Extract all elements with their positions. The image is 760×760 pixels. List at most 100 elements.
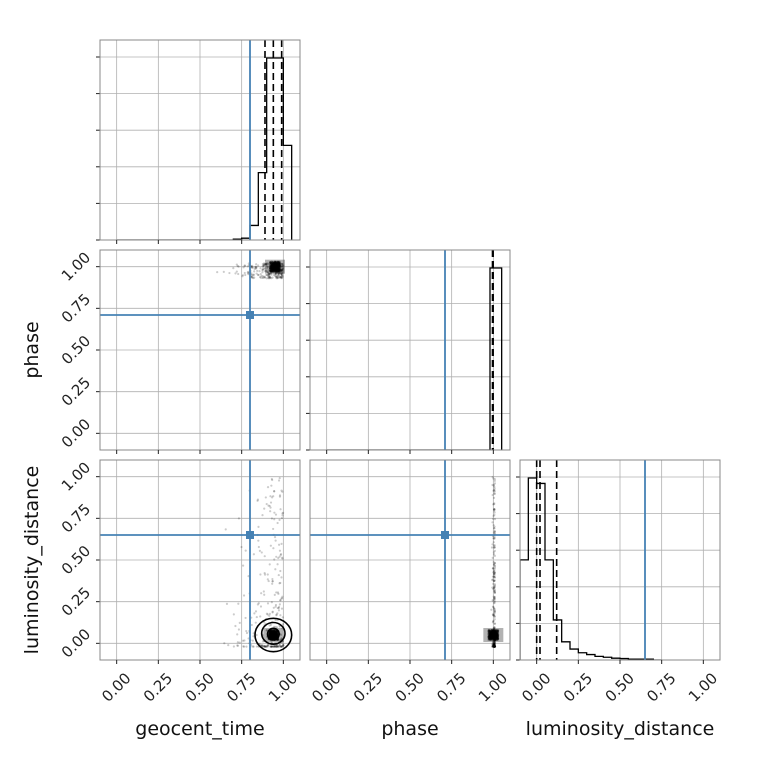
sample-point: [493, 644, 496, 647]
sample-point: [493, 554, 496, 558]
sample-point: [259, 276, 262, 279]
sample-point: [492, 645, 495, 648]
sample-point: [493, 518, 497, 521]
sample-point: [278, 260, 281, 264]
sample-point: [258, 275, 262, 279]
sample-point: [273, 645, 276, 648]
sample-point: [278, 275, 281, 278]
sample-point: [492, 572, 495, 576]
sample-point: [493, 644, 496, 647]
sample-point: [280, 263, 283, 266]
sample-point: [281, 274, 284, 278]
sample-point: [236, 641, 239, 644]
sample-point: [281, 267, 284, 270]
sample-point: [269, 501, 273, 504]
sample-point: [492, 483, 496, 486]
sample-point: [255, 633, 258, 637]
sample-point: [268, 266, 271, 270]
sample-point: [268, 262, 271, 265]
sample-point: [280, 607, 284, 610]
sample-point: [493, 571, 497, 574]
sample-point: [260, 274, 263, 278]
sample-point: [274, 645, 278, 648]
sample-point: [277, 276, 280, 279]
sample-point: [277, 605, 281, 608]
sample-point: [496, 637, 499, 640]
sample-point: [492, 645, 495, 648]
sample-point: [228, 271, 231, 275]
sample-point: [267, 277, 270, 280]
sample-point: [261, 644, 264, 647]
sample-point: [493, 645, 496, 648]
sample-point: [270, 277, 273, 280]
sample-point: [278, 270, 281, 273]
sample-point: [281, 595, 284, 598]
sample-point: [492, 514, 495, 518]
sample-point: [493, 627, 496, 630]
sample-point: [278, 582, 281, 585]
sample-point: [275, 270, 278, 273]
sample-point: [280, 273, 283, 276]
sample-point: [263, 645, 266, 648]
sample-point: [282, 644, 285, 647]
sample-point: [492, 524, 495, 527]
density-peak: [268, 630, 278, 640]
sample-point: [277, 261, 280, 264]
sample-point: [492, 582, 495, 586]
sample-point: [492, 645, 496, 648]
sample-point: [281, 490, 284, 493]
sample-point: [493, 574, 496, 577]
sample-point: [278, 269, 281, 272]
sample-point: [493, 645, 496, 648]
sample-point: [270, 601, 273, 604]
sample-point: [493, 590, 496, 594]
sample-point: [243, 639, 246, 642]
sample-point: [493, 645, 497, 648]
sample-point: [493, 642, 496, 645]
sample-point: [493, 579, 496, 582]
sample-point: [277, 273, 280, 276]
sample-point: [268, 272, 271, 275]
sample-point: [277, 274, 280, 277]
sample-point: [492, 575, 495, 578]
sample-point: [493, 645, 496, 648]
sample-point: [255, 645, 258, 648]
sample-point: [496, 631, 500, 634]
sample-point: [270, 269, 273, 272]
sample-point: [277, 479, 281, 482]
sample-point: [276, 270, 279, 273]
sample-point: [492, 643, 496, 646]
sample-point: [493, 568, 496, 571]
sample-point: [493, 645, 496, 648]
sample-point: [493, 562, 497, 565]
sample-point: [235, 263, 238, 266]
sample-point: [263, 573, 267, 576]
sample-point: [262, 645, 265, 648]
sample-point: [278, 261, 281, 264]
sample-point: [493, 639, 496, 642]
sample-point: [493, 645, 496, 648]
sample-point: [493, 644, 496, 648]
sample-point: [492, 645, 495, 648]
sample-point: [493, 596, 496, 600]
sample-point: [282, 644, 285, 647]
sample-point: [280, 276, 283, 279]
sample-point: [278, 494, 282, 497]
sample-point: [278, 645, 281, 648]
sample-point: [493, 626, 496, 629]
sample-point: [492, 541, 495, 544]
sample-point: [493, 565, 497, 568]
sample-point: [497, 637, 500, 640]
sample-point: [237, 628, 241, 631]
sample-point: [276, 260, 280, 263]
sample-point: [280, 645, 284, 648]
sample-point: [274, 513, 278, 516]
sample-point: [267, 273, 271, 276]
sample-point: [270, 477, 273, 481]
sample-point: [263, 276, 267, 279]
sample-point: [491, 645, 494, 648]
ylabel-phase: phase: [21, 321, 43, 378]
sample-point: [491, 613, 495, 617]
sample-point: [265, 262, 269, 265]
